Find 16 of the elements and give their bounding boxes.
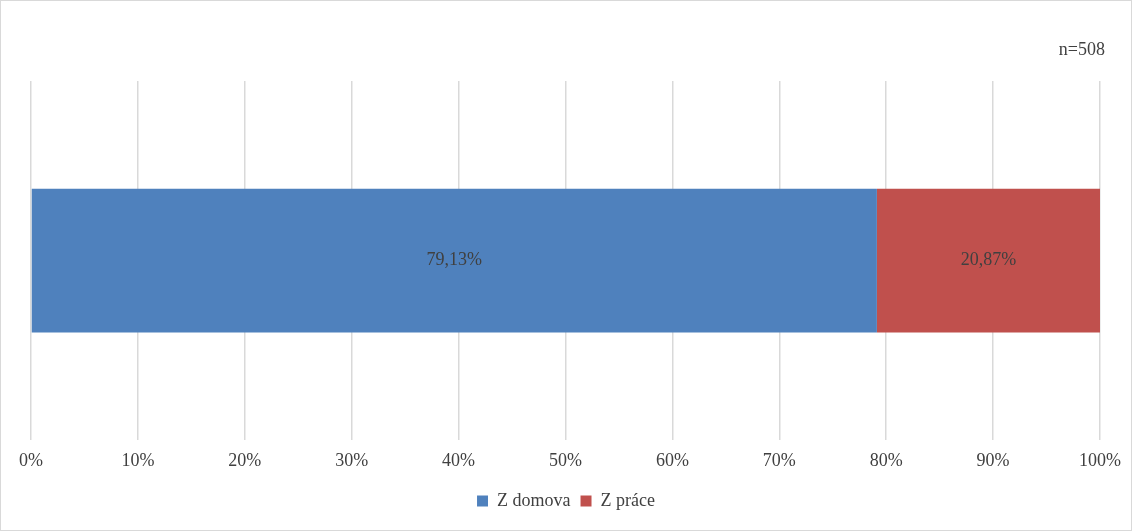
legend-label: Z práce — [600, 489, 655, 510]
x-tick-label: 10% — [121, 449, 155, 470]
data-label: 79,13% — [426, 249, 483, 270]
data-label: 20,87% — [960, 249, 1017, 270]
x-tick-label: 0% — [19, 449, 43, 470]
x-tick-label: 30% — [335, 449, 369, 470]
x-tick-label: 70% — [762, 449, 796, 470]
text: n=508 — [1058, 39, 1105, 60]
x-tick-label: 100% — [1079, 449, 1121, 470]
x-tick-label: 20% — [228, 449, 262, 470]
x-tick-label: 80% — [869, 449, 903, 470]
x-tick-label: 40% — [442, 449, 476, 470]
legend-label: Z domova — [497, 489, 571, 510]
x-tick-label: 60% — [655, 449, 689, 470]
x-tick-label: 50% — [549, 449, 582, 470]
x-tick-label: 90% — [976, 449, 1010, 470]
